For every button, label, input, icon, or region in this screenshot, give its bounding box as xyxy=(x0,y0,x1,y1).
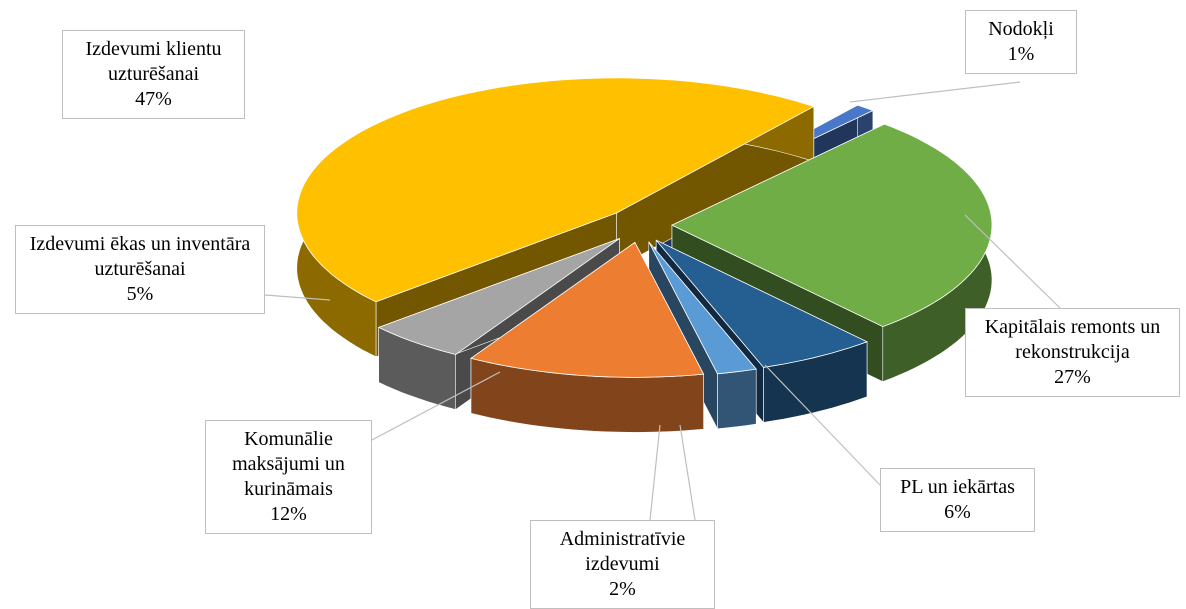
leader-line xyxy=(371,371,501,441)
chart xyxy=(264,77,1061,521)
label-name: Nodokļi xyxy=(988,18,1054,40)
label-name: Administratīvie izdevumi xyxy=(559,528,686,575)
label-value: 2% xyxy=(609,578,636,600)
label-name: Izdevumi ēkas un inventāra uzturēšanai xyxy=(29,233,251,280)
page: {"chart_data": {"type": "pie", "three_d"… xyxy=(15,10,1180,609)
leader-line xyxy=(649,424,661,521)
data-label: PL un iekārtas 6% xyxy=(880,468,1035,532)
data-label: Administratīvie izdevumi 2% xyxy=(530,520,715,609)
data-label: Izdevumi klientu uzturēšanai 47% xyxy=(62,30,245,119)
label-value: 27% xyxy=(1054,366,1091,388)
data-label: Nodokļi 1% xyxy=(965,10,1077,74)
leader-line xyxy=(264,294,331,301)
data-label: Izdevumi ēkas un inventāra uzturēšanai 5% xyxy=(15,225,265,314)
label-value: 12% xyxy=(270,503,307,525)
label-name: Izdevumi klientu uzturēšanai xyxy=(85,38,222,85)
data-label: Komunālie maksājumi un kurināmais 12% xyxy=(205,420,372,534)
slice-wall xyxy=(717,368,757,430)
label-name: Komunālie maksājumi un kurināmais xyxy=(232,428,345,500)
slice-top xyxy=(296,77,815,303)
leader-line xyxy=(849,81,1021,103)
label-name: Kapitālais remonts un rekonstrukcija xyxy=(984,316,1161,363)
slice xyxy=(671,123,993,383)
label-value: 1% xyxy=(1007,43,1035,65)
label-value: 5% xyxy=(126,283,154,305)
label-value: 6% xyxy=(944,501,971,523)
leader-line xyxy=(764,364,881,486)
slice-top xyxy=(671,123,993,328)
slice-top xyxy=(648,241,757,375)
leader-line xyxy=(964,214,1061,309)
leader-line xyxy=(679,424,696,521)
slice-top xyxy=(377,238,620,355)
slice-top xyxy=(655,239,869,368)
data-label: Kapitālais remonts un rekonstrukcija 27% xyxy=(965,308,1180,397)
slice xyxy=(470,241,705,433)
label-name: PL un iekārtas xyxy=(900,476,1015,498)
slice-top xyxy=(470,241,705,378)
label-value: 47% xyxy=(135,88,172,110)
